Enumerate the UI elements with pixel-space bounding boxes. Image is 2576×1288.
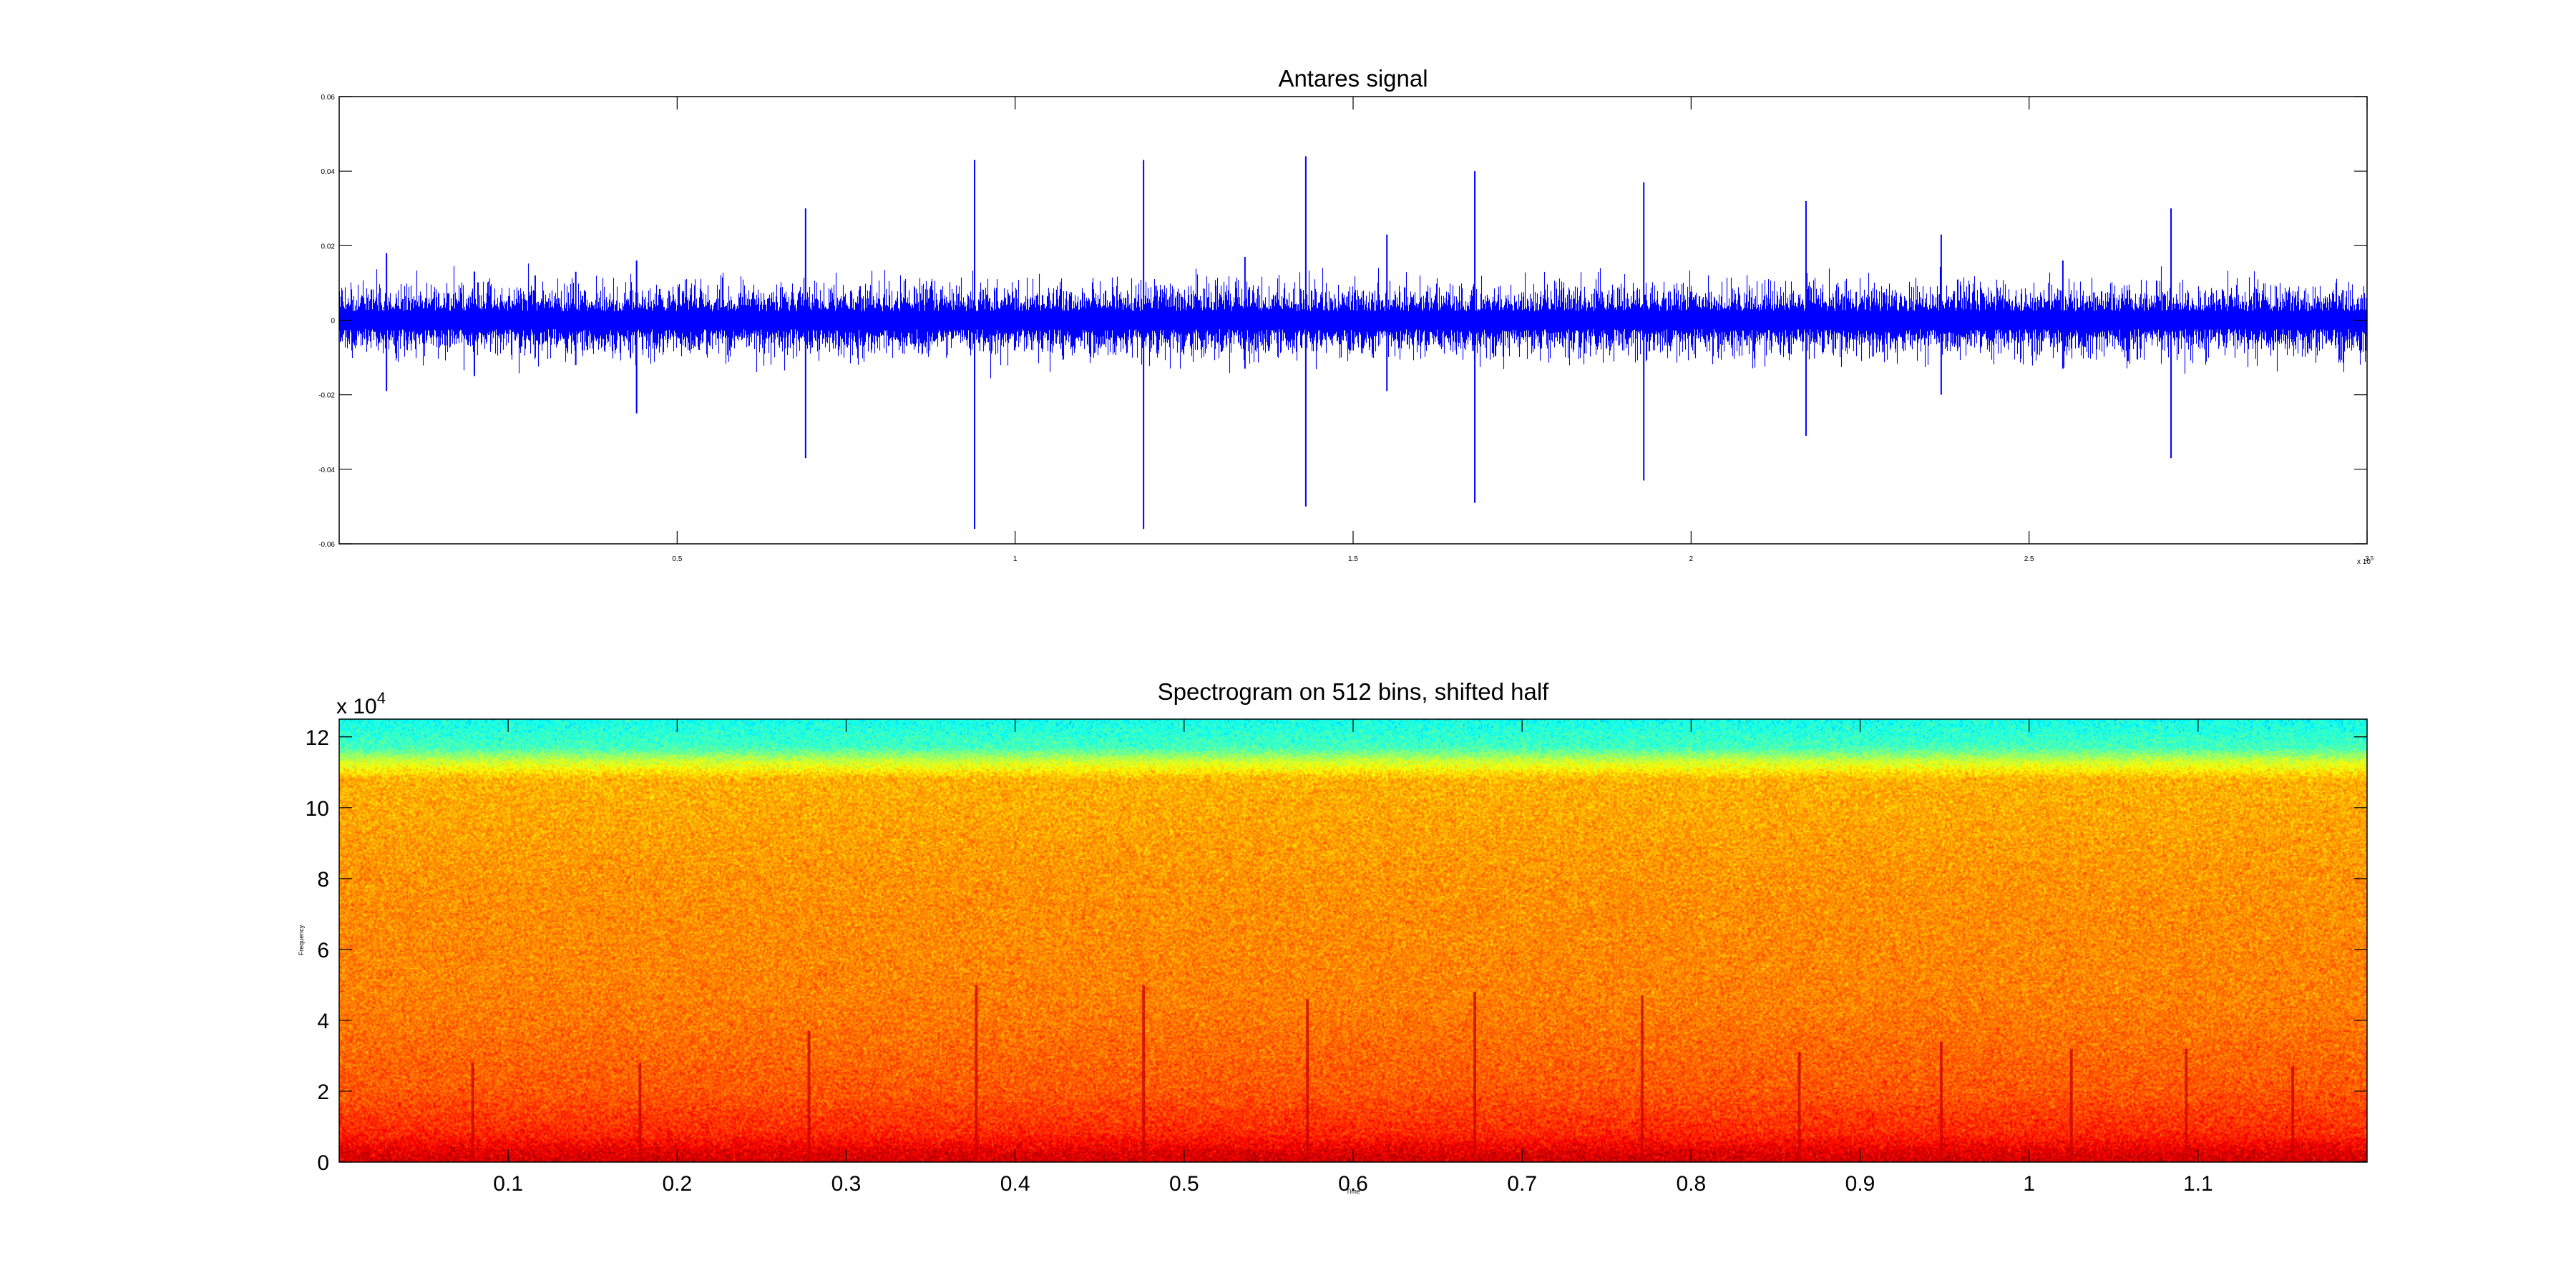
signal-x-tick-label: 2.5 xyxy=(2024,555,2034,563)
spectrogram-y-tick-label: 2 xyxy=(317,1080,329,1104)
signal-x-tick-label: 1 xyxy=(1013,555,1018,563)
spectrogram-x-tick-label: 1.1 xyxy=(2183,1172,2213,1196)
spectrogram-x-tick-label: 0.6 xyxy=(1338,1172,1368,1196)
signal-y-tick-label: -0.06 xyxy=(318,541,335,549)
signal-x-exponent: x 105 xyxy=(2357,555,2374,566)
spectrogram-heatmap xyxy=(339,719,2367,1162)
signal-x-tick-label: 3 xyxy=(2365,555,2369,563)
spectrogram-y-exponent: x 104 xyxy=(336,689,386,718)
signal-trace xyxy=(339,156,2367,530)
spectrogram-x-tick-label: 0.1 xyxy=(493,1172,523,1196)
spectrogram-x-tick-label: 0.4 xyxy=(1000,1172,1030,1196)
spectrogram-x-tick-label: 1 xyxy=(2023,1172,2035,1196)
spectrogram-ylabel: Frequency xyxy=(298,924,305,955)
spectrogram-click-marks xyxy=(471,985,2295,1162)
spectrogram-x-tick-label: 0.9 xyxy=(1845,1172,1875,1196)
spectrogram-y-tick-label: 12 xyxy=(306,726,329,750)
spectrogram-x-tick-label: 0.2 xyxy=(662,1172,692,1196)
signal-y-tick-label: 0 xyxy=(331,318,335,326)
signal-y-tick-label: 0.06 xyxy=(321,94,336,102)
spectrogram-axes-box xyxy=(338,718,2368,1163)
signal-y-tick-label: 0.02 xyxy=(321,243,336,250)
spectrogram-x-ticks: 0.1 0.2 0.3 0.4 0.5 0.6 0.7 0.8 0.9 1 1.1 xyxy=(493,719,2213,1196)
signal-x-tick-label: 1.5 xyxy=(1348,555,1358,563)
spectrogram-x-tick-label: 0.3 xyxy=(831,1172,862,1196)
signal-y-tick-label: 0.04 xyxy=(321,168,336,176)
spectrogram-image xyxy=(339,719,2367,1162)
spectrogram-y-tick-label: 8 xyxy=(317,868,329,892)
spectrogram-y-tick-label: 4 xyxy=(317,1010,329,1033)
signal-panel: Antares signal 0.5 1 1.5 2 2.5 3 0.06 0.04 0.02… xyxy=(318,65,2374,566)
signal-y-tick-label: -0.02 xyxy=(318,392,335,400)
spectrogram-panel: Spectrogram on 512 bins, shifted half 0.… xyxy=(298,678,2368,1196)
signal-axes-box xyxy=(338,96,2368,545)
spectrogram-x-tick-label: 0.8 xyxy=(1676,1172,1706,1196)
spectrogram-x-tick-label: 0.5 xyxy=(1169,1172,1199,1196)
spectrogram-x-tick-label: 0.7 xyxy=(1507,1172,1537,1196)
signal-x-ticks: 0.5 1 1.5 2 2.5 3 xyxy=(672,97,2369,563)
spectrogram-title: Spectrogram on 512 bins, shifted half xyxy=(1158,678,1549,705)
spectrogram-y-tick-label: 10 xyxy=(306,797,329,821)
signal-y-tick-label: -0.04 xyxy=(318,467,335,474)
signal-x-tick-label: 2 xyxy=(1689,555,1694,563)
spectrogram-y-tick-label: 6 xyxy=(317,939,329,962)
spectrogram-y-tick-label: 0 xyxy=(317,1151,329,1175)
spectrogram-xlabel: Time xyxy=(1346,1188,1360,1195)
signal-title: Antares signal xyxy=(1278,65,1428,92)
signal-x-tick-label: 0.5 xyxy=(672,555,682,563)
